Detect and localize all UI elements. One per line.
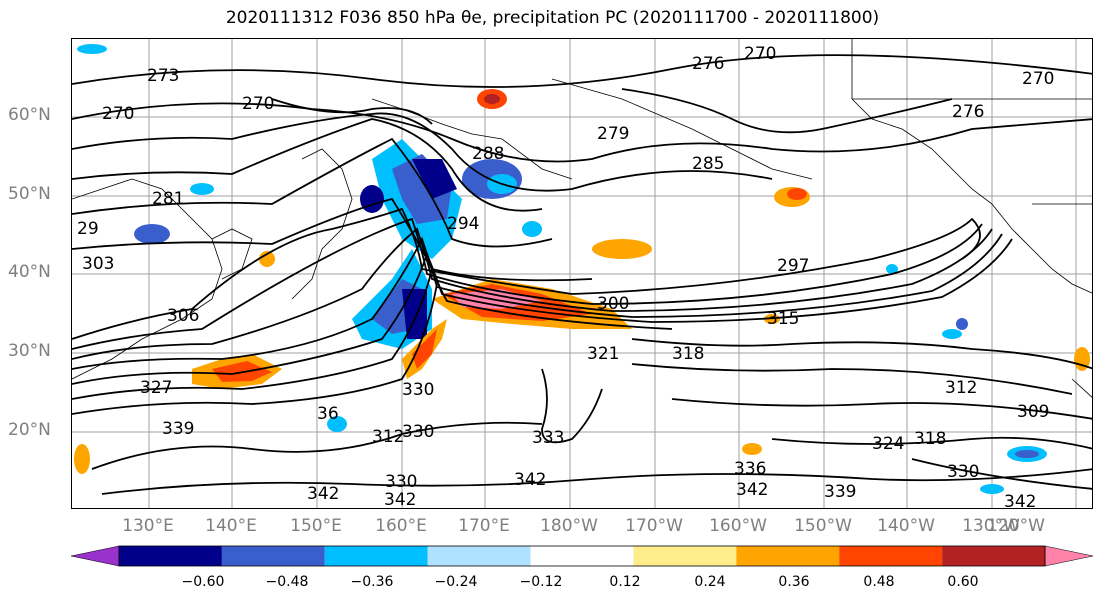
contour-label: 342 — [514, 470, 546, 490]
contour-label: 29 — [77, 219, 99, 239]
contour-label: 303 — [82, 254, 114, 274]
contour-label: 342 — [736, 480, 768, 500]
contour-label: 330 — [402, 422, 434, 442]
colorbar-segment — [736, 546, 840, 566]
colorbar-segment — [427, 546, 531, 566]
contour-label: 270 — [242, 94, 274, 114]
contour-label: 330 — [947, 462, 979, 482]
map-title: 2020111312 F036 850 hPa θe, precipitatio… — [225, 8, 880, 28]
contour-label: 315 — [767, 309, 799, 329]
contour-label: 309 — [1017, 402, 1049, 422]
lat-label-60n: 60°N — [8, 105, 51, 125]
contour-label: 294 — [447, 214, 479, 234]
contour-label: 300 — [597, 294, 629, 314]
contour-label: 281 — [152, 189, 184, 209]
contour-label: 342 — [1004, 492, 1036, 509]
contour-label: 342 — [307, 484, 339, 504]
lon-label: 150°W — [794, 516, 852, 536]
colorbar-tick-label: −0.12 — [519, 574, 563, 590]
lon-label: 160°E — [375, 516, 427, 536]
colorbar-segment — [221, 546, 325, 566]
contour-label: 270 — [102, 104, 134, 124]
contour-label: 342 — [384, 490, 416, 509]
contour-label: 288 — [472, 144, 504, 164]
contour-label: 297 — [777, 256, 809, 276]
contour-label: 330 — [385, 472, 417, 492]
contour-label: 285 — [692, 154, 724, 174]
colorbar-tick-label: −0.24 — [434, 574, 478, 590]
lon-label: 170°W — [625, 516, 683, 536]
lon-label: 170°E — [458, 516, 510, 536]
colorbar-tick-label: 0.12 — [609, 574, 641, 590]
lon-label: 140°W — [877, 516, 935, 536]
contours — [72, 54, 1092, 495]
contour-label: 318 — [914, 429, 946, 449]
contour-label: 339 — [824, 482, 856, 502]
lat-label-50n: 50°N — [8, 184, 51, 204]
contour-label: 336 — [734, 459, 766, 479]
contour-labels: 273 270 276 270 270 270 276 279 285 288 … — [77, 44, 1054, 509]
contour-label: 270 — [1022, 69, 1054, 89]
contour-label: 36 — [317, 404, 339, 424]
contour-label: 312 — [945, 378, 977, 398]
colorbar-tick-label: −0.48 — [265, 574, 309, 590]
lat-label-30n: 30°N — [8, 341, 51, 361]
lon-label: 130°E — [122, 516, 174, 536]
colorbar-tick-label: −0.36 — [350, 574, 394, 590]
colorbar-segment — [324, 546, 428, 566]
colorbar-segment — [839, 546, 943, 566]
colorbar-tick-label: 0.60 — [947, 574, 979, 590]
contour-label: 276 — [952, 102, 984, 122]
colorbar-tick-label: 0.24 — [694, 574, 726, 590]
colorbar-segments — [71, 545, 1093, 567]
map-canvas: 273 270 276 270 270 270 276 279 285 288 … — [72, 39, 1092, 509]
contour-label: 270 — [744, 44, 776, 64]
lon-label: 140°E — [205, 516, 257, 536]
contour-label: 276 — [692, 54, 724, 74]
colorbar-tick-label: 0.48 — [863, 574, 895, 590]
contour-label: 273 — [147, 66, 179, 86]
contour-label: 321 — [587, 344, 619, 364]
colorbar-segment — [118, 545, 1046, 567]
colorbar — [71, 545, 1093, 567]
colorbar-segment — [1044, 545, 1093, 567]
gridlines — [72, 39, 1092, 508]
colorbar-segment — [942, 546, 1045, 566]
colorbar-segment — [119, 546, 222, 566]
lat-label-20n: 20°N — [8, 420, 51, 440]
lon-label: 150°E — [290, 516, 342, 536]
contour-label: 330 — [402, 380, 434, 400]
contour-label: 339 — [162, 419, 194, 439]
colorbar-segment — [633, 546, 737, 566]
colorbar-tick-label: 0.36 — [778, 574, 810, 590]
contour-label: 279 — [597, 124, 629, 144]
contour-label: 306 — [167, 306, 199, 326]
lon-label: 160°W — [709, 516, 767, 536]
lon-label: 130°W — [962, 516, 1020, 536]
contour-label: 318 — [672, 344, 704, 364]
contour-label: 327 — [140, 378, 172, 398]
colorbar-segment — [71, 545, 120, 567]
map-panel: 273 270 276 270 270 270 276 279 285 288 … — [71, 38, 1093, 509]
contour-label: 333 — [532, 428, 564, 448]
colorbar-tick-label: −0.60 — [181, 574, 225, 590]
lat-label-40n: 40°N — [8, 262, 51, 282]
lon-label: 180°W — [540, 516, 598, 536]
contour-label: 324 — [872, 434, 904, 454]
lon-label: 120°W — [987, 516, 1045, 536]
contour-label: 312 — [372, 427, 404, 447]
colorbar-segment — [530, 546, 634, 566]
